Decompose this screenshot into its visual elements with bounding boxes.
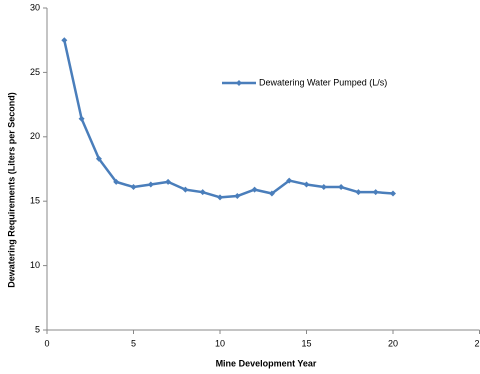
marker (130, 184, 137, 191)
y-tick-label: 25 (30, 67, 40, 77)
marker (286, 177, 293, 184)
x-tick-label: 5 (131, 338, 136, 348)
marker (61, 37, 68, 44)
marker (320, 184, 327, 191)
x-tick-label: 20 (388, 338, 398, 348)
x-tick-label: 25 (474, 338, 480, 348)
y-tick-label: 20 (30, 131, 40, 141)
marker (147, 181, 154, 188)
y-tick-label: 30 (30, 2, 40, 12)
x-tick-label: 10 (215, 338, 225, 348)
y-axis-label: Dewatering Requirements (Liters per Seco… (6, 92, 16, 288)
y-tick-label: 5 (35, 324, 40, 334)
marker (234, 193, 241, 200)
x-tick-label: 15 (301, 338, 311, 348)
x-tick-label: 0 (44, 338, 49, 348)
marker (217, 194, 223, 201)
marker (182, 186, 189, 193)
marker (78, 115, 85, 122)
marker (355, 189, 362, 196)
marker (268, 190, 275, 197)
series-line (63, 39, 394, 199)
marker (338, 184, 345, 191)
legend-marker (236, 80, 242, 86)
marker (251, 186, 258, 193)
marker (95, 155, 102, 162)
marker (165, 178, 172, 185)
marker (303, 181, 310, 188)
marker (199, 189, 206, 196)
y-tick-label: 15 (30, 196, 40, 206)
y-tick-label: 10 (30, 260, 40, 270)
marker (372, 189, 379, 196)
marker (113, 178, 120, 185)
x-axis-label: Mine Development Year (216, 358, 317, 368)
marker (390, 190, 396, 197)
legend-label: Dewatering Water Pumped (L/s) (259, 77, 387, 87)
